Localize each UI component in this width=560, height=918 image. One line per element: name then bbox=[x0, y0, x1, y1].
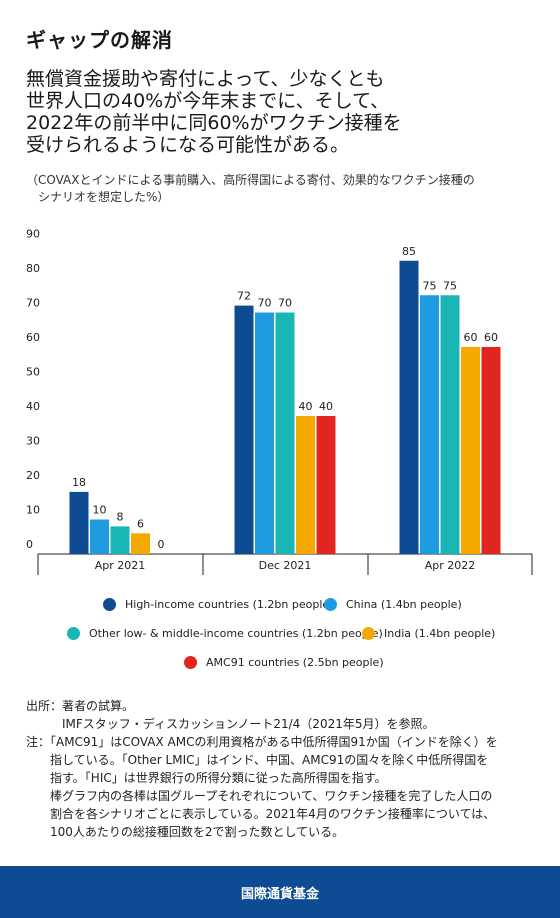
source-notes: 出所：著者の試算。 IMFスタッフ・ディスカッションノート21/4（2021年5… bbox=[26, 697, 546, 841]
bar bbox=[461, 347, 480, 554]
y-tick-label: 70 bbox=[26, 297, 40, 310]
legend-item: High-income countries (1.2bn people) bbox=[103, 598, 333, 611]
bar-value-label: 70 bbox=[258, 297, 272, 310]
bar-value-label: 70 bbox=[278, 297, 292, 310]
bar-value-label: 85 bbox=[402, 245, 416, 258]
notes-line: 指す。「HIC」は世界銀行の所得分類に従った高所得国を指す。 bbox=[26, 771, 387, 785]
x-category-label: Apr 2021 bbox=[95, 559, 146, 572]
y-tick-label: 40 bbox=[26, 400, 40, 413]
page-title: ギャップの解消 bbox=[26, 28, 173, 52]
footer-org-name: 国際通貨基金 bbox=[240, 886, 319, 902]
bar bbox=[316, 416, 336, 554]
legend-swatch bbox=[362, 627, 375, 640]
notes-line: 注：「AMC91」はCOVAX AMCの利用資格がある中低所得国91か国（インド… bbox=[26, 735, 498, 749]
x-category-label: Apr 2022 bbox=[425, 559, 476, 572]
bar bbox=[234, 305, 254, 554]
legend-item: China (1.4bn people) bbox=[324, 598, 462, 611]
bar bbox=[440, 295, 460, 554]
legend-item: AMC91 countries (2.5bn people) bbox=[184, 656, 384, 669]
notes-line: 100人あたりの総接種回数を2で割った数としている。 bbox=[26, 825, 345, 839]
bar bbox=[255, 312, 274, 554]
headline-line: 受けられるようになる可能性がある。 bbox=[26, 134, 350, 156]
bar-value-label: 6 bbox=[137, 517, 144, 530]
legend-item: Other low- & middle-income countries (1.… bbox=[67, 627, 383, 640]
bar bbox=[399, 260, 419, 554]
bar-value-label: 60 bbox=[484, 331, 498, 344]
subnote-line: （COVAXとインドによる事前購入、高所得国による寄付、効果的なワクチン接種の bbox=[26, 173, 475, 187]
notes-line: 指している。「Other LMIC」はインド、中国、AMC91の国々を除く中低所… bbox=[26, 753, 489, 767]
bar-value-label: 8 bbox=[117, 510, 124, 523]
footer-bar: 国際通貨基金 bbox=[0, 866, 560, 918]
bar bbox=[131, 533, 150, 554]
chart-legend: High-income countries (1.2bn people) Chin… bbox=[0, 590, 560, 680]
y-tick-label: 20 bbox=[26, 469, 40, 482]
notes-line: 出所：著者の試算。 bbox=[26, 699, 135, 713]
y-tick-label: 90 bbox=[26, 228, 40, 241]
bar-value-label: 75 bbox=[443, 279, 457, 292]
bar-value-label: 75 bbox=[423, 279, 437, 292]
bar bbox=[296, 416, 315, 554]
bar-value-label: 40 bbox=[319, 400, 333, 413]
legend-swatch bbox=[324, 598, 337, 611]
bar bbox=[420, 295, 439, 554]
legend-label: China (1.4bn people) bbox=[346, 598, 462, 611]
legend-swatch bbox=[184, 656, 197, 669]
y-tick-label: 10 bbox=[26, 504, 40, 517]
legend-label: High-income countries (1.2bn people) bbox=[125, 598, 334, 611]
headline: 無償資金援助や寄付によって、少なくとも 世界人口の40%が今年末までに、そして、… bbox=[26, 68, 546, 156]
notes-line: 割合を各シナリオごとに表示している。2021年4月のワクチン接種率については、 bbox=[26, 807, 496, 821]
notes-line: IMFスタッフ・ディスカッションノート21/4（2021年5月）を参照。 bbox=[26, 717, 435, 731]
y-tick-label: 0 bbox=[26, 538, 33, 551]
legend-item: India (1.4bn people) bbox=[362, 627, 495, 640]
chart-subnote: （COVAXとインドによる事前購入、高所得国による寄付、効果的なワクチン接種の … bbox=[26, 172, 546, 206]
legend-label: India (1.4bn people) bbox=[384, 627, 496, 640]
y-tick-label: 80 bbox=[26, 262, 40, 275]
bar-value-label: 40 bbox=[299, 400, 313, 413]
headline-line: 世界人口の40%が今年末までに、そして、 bbox=[26, 90, 390, 112]
y-tick-label: 60 bbox=[26, 331, 40, 344]
bar-value-label: 10 bbox=[93, 504, 107, 517]
bar-value-label: 60 bbox=[464, 331, 478, 344]
bar bbox=[69, 491, 89, 554]
bar bbox=[90, 519, 109, 554]
bar bbox=[110, 526, 130, 554]
notes-line: 棒グラフ内の各棒は国グループそれぞれについて、ワクチン接種を完了した人口の bbox=[26, 789, 493, 803]
headline-line: 無償資金援助や寄付によって、少なくとも bbox=[26, 68, 385, 90]
legend-label: AMC91 countries (2.5bn people) bbox=[206, 656, 384, 669]
subnote-line: シナリオを想定した%） bbox=[26, 190, 170, 204]
y-tick-label: 30 bbox=[26, 435, 40, 448]
bar-value-label: 72 bbox=[237, 290, 251, 303]
bar bbox=[481, 347, 501, 554]
legend-swatch bbox=[103, 598, 116, 611]
y-tick-label: 50 bbox=[26, 366, 40, 379]
bar-value-label: 18 bbox=[72, 476, 86, 489]
headline-line: 2022年の前半中に同60%がワクチン接種を bbox=[26, 112, 402, 134]
bar bbox=[275, 312, 295, 554]
legend-label: Other low- & middle-income countries (1.… bbox=[89, 627, 383, 640]
bar-value-label: 0 bbox=[158, 538, 165, 551]
x-category-label: Dec 2021 bbox=[259, 559, 312, 572]
legend-swatch bbox=[67, 627, 80, 640]
